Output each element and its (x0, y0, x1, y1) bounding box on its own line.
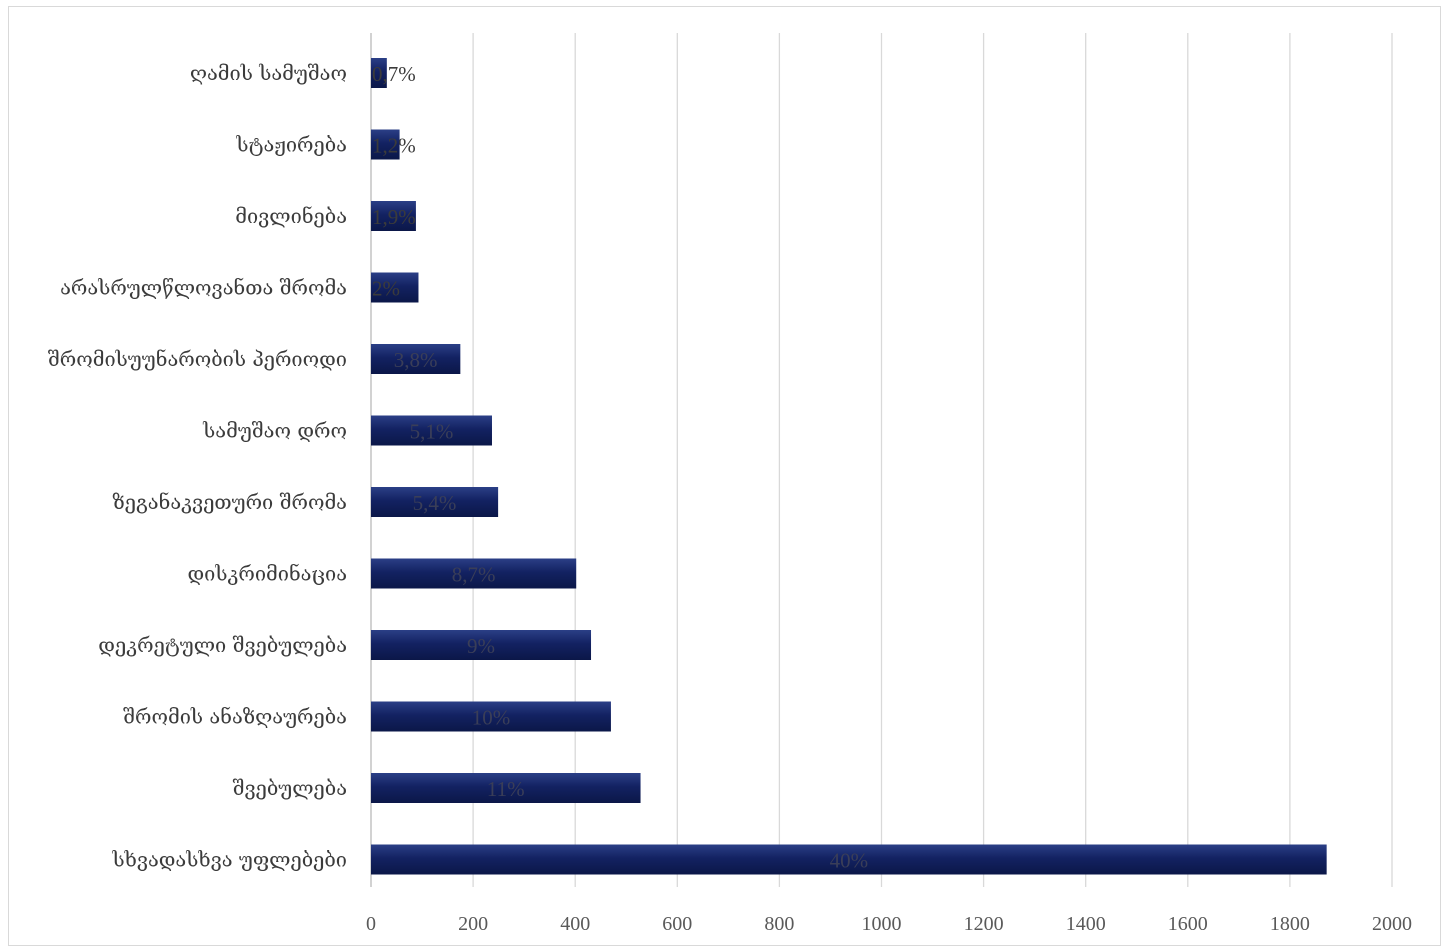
data-label: 0,7% (372, 62, 416, 86)
bars (371, 58, 1327, 875)
x-tick-label: 200 (458, 913, 488, 935)
data-label: 1,9% (372, 205, 416, 229)
category-label: დისკრიმინაცია (187, 562, 347, 586)
bar (371, 201, 416, 231)
x-tick-label: 1600 (1168, 913, 1208, 935)
category-label: მივლინება (235, 204, 347, 228)
data-label: 11% (487, 777, 525, 801)
bar (371, 58, 387, 88)
category-label: შვებულება (233, 776, 347, 800)
x-tick-label: 400 (560, 913, 590, 935)
category-label: შრომის ანაზღაურება (123, 705, 347, 729)
data-label: 40% (830, 849, 869, 873)
category-label: სხვადასხვა უფლებები (111, 848, 347, 872)
x-tick-label: 2000 (1372, 913, 1412, 935)
category-labels: ღამის სამუშაო სტაჟირება მივლინება არასრულწლ… (48, 61, 347, 872)
x-tick-label: 800 (764, 913, 794, 935)
data-label: 2% (372, 277, 400, 301)
x-axis: 0 200 400 600 800 1000 1200 1400 1600 1800 2000 (366, 33, 1412, 935)
bar-chart: 0 200 400 600 800 1000 1200 1400 1600 1800 2000 ღა… (48, 33, 1412, 935)
bar (371, 630, 592, 660)
x-tick-label: 1200 (964, 913, 1004, 935)
x-tick-label: 1800 (1270, 913, 1310, 935)
category-label: არასრულწლოვანთა შრომა (60, 276, 347, 300)
x-tick-label: 0 (366, 913, 376, 935)
category-label: შრომისუუნარობის პერიოდი (48, 347, 347, 371)
category-label: სამუშაო დრო (202, 419, 347, 443)
data-label: 9% (467, 634, 495, 658)
gridlines (370, 33, 1393, 887)
bar (371, 487, 499, 517)
bar (371, 773, 641, 803)
data-label: 10% (472, 706, 511, 730)
data-label: 8,7% (452, 563, 496, 587)
bar (371, 844, 1327, 875)
bar (371, 344, 461, 374)
bar (371, 558, 577, 589)
category-label: დეკრეტული შვებულება (98, 633, 347, 657)
data-label: 5,1% (410, 420, 454, 444)
x-tick-label: 1400 (1066, 913, 1106, 935)
bar (371, 415, 492, 446)
category-label: ზეგანაკვეთური შრომა (112, 490, 347, 514)
data-labels: 0,7% 1,2% 1,9% 2% 3,8% 5,1% 5,4% 8,7% 9% 10% 11% 40… (372, 62, 868, 873)
category-label: ღამის სამუშაო (190, 61, 347, 85)
bar (371, 272, 419, 303)
data-label: 5,4% (413, 491, 457, 515)
chart-frame: 0 200 400 600 800 1000 1200 1400 1600 1800 2000 ღა… (8, 6, 1441, 946)
category-label: სტაჟირება (235, 133, 347, 157)
data-label: 3,8% (394, 348, 438, 372)
data-label: 1,2% (372, 134, 416, 158)
bar (371, 129, 400, 160)
x-tick-label: 600 (662, 913, 692, 935)
x-tick-label: 1000 (862, 913, 902, 935)
bar (371, 701, 611, 732)
